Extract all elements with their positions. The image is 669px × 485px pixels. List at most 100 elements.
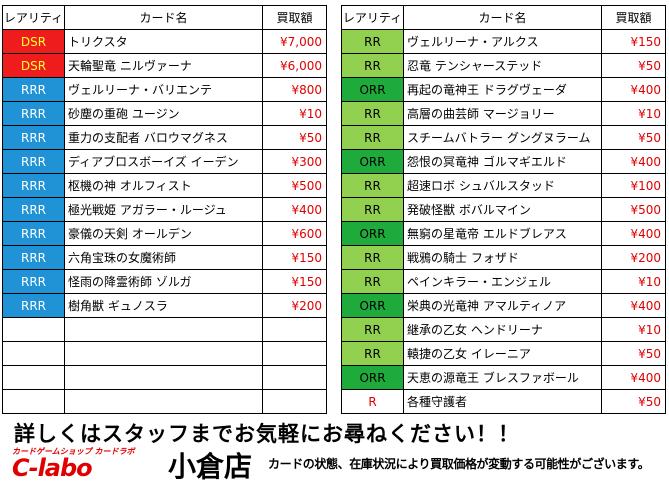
rarity-cell: R	[341, 389, 404, 414]
card-name-cell: 六角宝珠の女魔術師	[64, 245, 263, 270]
price-cell	[262, 317, 327, 342]
rarity-cell: RR	[341, 29, 404, 54]
price-cell: ¥300	[262, 149, 327, 174]
price-cell: ¥150	[601, 29, 666, 54]
table-row: RR ペインキラー・エンジェル ¥10	[341, 269, 666, 294]
table-row: RRR ヴェルリーナ・バリエンテ ¥800	[2, 77, 327, 102]
price-cell: ¥600	[262, 221, 327, 246]
rarity-cell: RRR	[2, 269, 65, 294]
rarity-cell: RRR	[2, 125, 65, 150]
card-name-cell: 極光戦姫 アガラー・ルージュ	[64, 197, 263, 222]
price-cell: ¥50	[601, 125, 666, 150]
table-row: RR 忍竜 テンシャーステッド ¥50	[341, 53, 666, 78]
card-name-cell	[64, 389, 263, 414]
card-name-cell: 豪儀の天剣 オールデン	[64, 221, 263, 246]
card-name-header: カード名	[403, 5, 602, 30]
logo-tagline: カードゲームショップ カードラボ	[12, 447, 135, 456]
table-row: RR 轅捷の乙女 イレーニア ¥50	[341, 341, 666, 366]
rarity-cell: RRR	[2, 101, 65, 126]
rarity-header: レアリティ	[2, 5, 65, 30]
card-name-cell: 樹角獣 ギュノスラ	[64, 293, 263, 318]
rarity-cell: RRR	[2, 77, 65, 102]
table-row: RR スチームバトラー グングヌラーム ¥50	[341, 125, 666, 150]
rarity-cell	[2, 389, 65, 414]
table-row: ORR 再起の竜神王 ドラグヴェーダ ¥400	[341, 77, 666, 102]
table-row: RR 戦鴉の騎士 フォザド ¥200	[341, 245, 666, 270]
rarity-cell: RR	[341, 317, 404, 342]
price-table-left: レアリティ カード名 買取額 DSR トリクスタ ¥7,000 DSR 天輪聖竜 ニルヴ…	[2, 5, 327, 414]
rarity-cell: ORR	[341, 365, 404, 390]
price-table-right: レアリティ カード名 買取額 RR ヴェルリーナ・アルクス ¥150 RR 忍竜 テンシ…	[341, 5, 666, 414]
rarity-cell: RR	[341, 125, 404, 150]
card-name-cell: 重力の支配者 バロウマグネス	[64, 125, 263, 150]
header-row: レアリティ カード名 買取額	[341, 5, 666, 30]
rarity-cell: RRR	[2, 197, 65, 222]
rarity-cell: ORR	[341, 77, 404, 102]
price-cell: ¥100	[601, 173, 666, 198]
card-name-cell	[64, 317, 263, 342]
price-disclaimer: カードの状態、在庫状況により買取価格が変動する可能性がございます。	[268, 457, 650, 471]
rarity-cell: RRR	[2, 245, 65, 270]
rarity-cell	[2, 365, 65, 390]
rarity-cell: RRR	[2, 221, 65, 246]
price-cell: ¥50	[262, 125, 327, 150]
card-name-cell: ディアブロスボーイズ イーデン	[64, 149, 263, 174]
table-row: ORR 怨恨の冥竜神 ゴルマギエルド ¥400	[341, 149, 666, 174]
rarity-cell: RR	[341, 341, 404, 366]
price-cell: ¥400	[601, 365, 666, 390]
header-row: レアリティ カード名 買取額	[2, 5, 327, 30]
price-cell: ¥400	[601, 149, 666, 174]
rarity-cell: DSR	[2, 53, 65, 78]
rarity-cell: RRR	[2, 149, 65, 174]
table-row: RR 高層の曲芸師 マージョリー ¥10	[341, 101, 666, 126]
table-row: ORR 無窮の星竜帝 エルドブレアス ¥400	[341, 221, 666, 246]
table-row: ORR 栄典の光竜神 アマルティノア ¥400	[341, 293, 666, 318]
price-cell: ¥10	[601, 101, 666, 126]
table-row	[2, 389, 327, 414]
table-row: RRR 豪儀の天剣 オールデン ¥600	[2, 221, 327, 246]
table-row: RRR 樹角獣 ギュノスラ ¥200	[2, 293, 327, 318]
rarity-cell: ORR	[341, 221, 404, 246]
table-row: R 各種守護者 ¥50	[341, 389, 666, 414]
card-name-cell: 超速ロボ シュバルスタッド	[403, 173, 602, 198]
card-name-header: カード名	[64, 5, 263, 30]
card-name-cell: 継承の乙女 ヘンドリーナ	[403, 317, 602, 342]
price-cell	[262, 389, 327, 414]
card-name-cell: 忍竜 テンシャーステッド	[403, 53, 602, 78]
rarity-cell: RRR	[2, 293, 65, 318]
rarity-cell: RRR	[2, 173, 65, 198]
card-name-cell: 発破怪獣 ボバルマイン	[403, 197, 602, 222]
card-name-cell: ヴェルリーナ・アルクス	[403, 29, 602, 54]
price-header: 買取額	[262, 5, 327, 30]
price-cell: ¥10	[601, 269, 666, 294]
price-cell: ¥50	[601, 341, 666, 366]
table-row: RRR 六角宝珠の女魔術師 ¥150	[2, 245, 327, 270]
card-name-cell: 怪雨の降霊術師 ゾルガ	[64, 269, 263, 294]
card-name-cell: ヴェルリーナ・バリエンテ	[64, 77, 263, 102]
price-cell: ¥10	[601, 317, 666, 342]
price-cell: ¥150	[262, 269, 327, 294]
price-header: 買取額	[601, 5, 666, 30]
price-cell: ¥800	[262, 77, 327, 102]
table-row: RRR 枢機の神 オルフィスト ¥500	[2, 173, 327, 198]
table-row	[2, 365, 327, 390]
price-cell: ¥400	[262, 197, 327, 222]
card-name-cell: ペインキラー・エンジェル	[403, 269, 602, 294]
rarity-header: レアリティ	[341, 5, 404, 30]
price-cell: ¥500	[262, 173, 327, 198]
card-name-cell: スチームバトラー グングヌラーム	[403, 125, 602, 150]
rarity-cell: RR	[341, 101, 404, 126]
table-row: RRR ディアブロスボーイズ イーデン ¥300	[2, 149, 327, 174]
rarity-cell: RR	[341, 197, 404, 222]
card-name-cell: 天輪聖竜 ニルヴァーナ	[64, 53, 263, 78]
table-row: RR 継承の乙女 ヘンドリーナ ¥10	[341, 317, 666, 342]
logo-text: C-labo	[12, 454, 93, 482]
price-cell: ¥6,000	[262, 53, 327, 78]
table-row: RR 発破怪獣 ボバルマイン ¥500	[341, 197, 666, 222]
card-name-cell: トリクスタ	[64, 29, 263, 54]
table-row: DSR 天輪聖竜 ニルヴァーナ ¥6,000	[2, 53, 327, 78]
table-row: RRR 重力の支配者 バロウマグネス ¥50	[2, 125, 327, 150]
rarity-cell: DSR	[2, 29, 65, 54]
card-name-cell: 再起の竜神王 ドラグヴェーダ	[403, 77, 602, 102]
card-name-cell: 砂塵の重砲 ユージン	[64, 101, 263, 126]
